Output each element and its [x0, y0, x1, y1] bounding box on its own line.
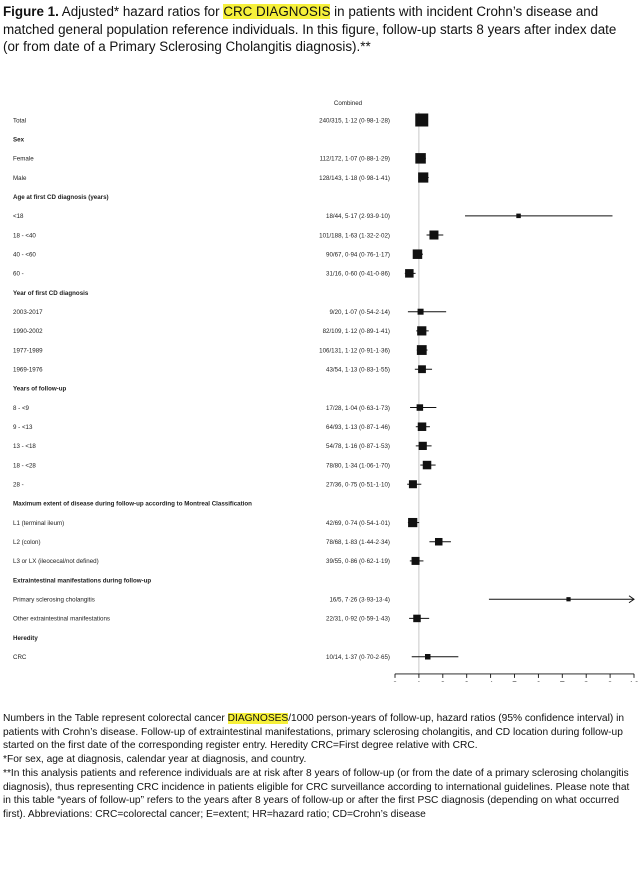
x-tick-label: 7: [560, 680, 565, 682]
footnote-para-2: *For sex, age at diagnosis, calendar yea…: [3, 754, 307, 766]
x-tick-label: 1: [416, 680, 421, 682]
footnote-text-1: Numbers in the Table represent colorecta…: [3, 713, 228, 724]
ci-overflow-arrow: [628, 595, 635, 604]
group-header: Maximum extent of disease during follow-…: [13, 501, 252, 508]
row-stat: 10/14, 1·37 (0·70-2·65): [326, 654, 390, 661]
footnote-para-1: Numbers in the Table represent colorecta…: [3, 712, 637, 753]
row-label: Female: [13, 156, 34, 163]
row-label: L2 (colon): [13, 539, 41, 546]
forest-plot: Combined Total 240/315, 1·12 (0·98-1·28) Se…: [13, 100, 640, 682]
hr-marker: [408, 517, 418, 528]
group-header: Heredity: [13, 635, 38, 642]
footnote-highlight: DIAGNOSES: [227, 713, 289, 724]
row-label: 2003-2017: [13, 309, 43, 316]
hr-marker: [429, 230, 439, 240]
row-label: 18 - <40: [13, 232, 36, 239]
x-tick-label: 5: [512, 680, 517, 682]
row-stat: 9/20, 1·07 (0·54-2·14): [329, 309, 390, 316]
group-header: Year of first CD diagnosis: [13, 290, 89, 297]
hr-marker: [418, 441, 427, 450]
hr-marker: [405, 269, 414, 278]
row-label: Other extraintestinal manifestations: [13, 616, 110, 623]
x-tick-label: 3: [464, 680, 469, 682]
caption-highlight: CRC DIAGNOSIS: [223, 4, 331, 19]
row-label: <18: [13, 213, 24, 220]
row-stat: 112/172, 1·07 (0·88-1·29): [320, 156, 390, 163]
x-tick-label: 9: [607, 680, 612, 682]
row-label: 1969-1976: [13, 367, 43, 374]
row-stat: 54/78, 1·16 (0·87-1·53): [326, 443, 390, 450]
row-label: Total: [13, 117, 26, 124]
x-tick-label: 10: [629, 680, 640, 682]
hr-marker: [418, 365, 426, 374]
group-header: Sex: [13, 136, 25, 143]
row-stat: 82/109, 1·12 (0·89-1·41): [323, 328, 390, 335]
row-label: 1977-1989: [13, 347, 43, 354]
x-tick-label: 2: [440, 680, 445, 682]
hr-marker: [413, 614, 421, 623]
hr-marker: [418, 172, 429, 183]
footnote-text-2: /1000 person-years of follow-up, hazard …: [3, 713, 625, 752]
row-stat: 18/44, 5·17 (2·93-9·10): [326, 213, 390, 220]
hr-marker: [417, 308, 424, 315]
caption-text-2: in patients with incident Crohn’s diseas…: [3, 4, 617, 54]
hr-marker: [415, 153, 426, 164]
row-label: Primary sclerosing cholangitis: [13, 597, 95, 604]
hr-marker: [566, 597, 571, 602]
row-label: Male: [13, 175, 27, 182]
figure-caption: Figure 1. Adjusted* hazard ratios for CR…: [3, 3, 635, 56]
figure-label: Figure 1.: [3, 4, 59, 19]
x-tick-label: 8: [584, 680, 589, 682]
hr-marker: [411, 556, 420, 565]
column-header: Combined: [334, 100, 363, 107]
row-stat: 39/55, 0·86 (0·62-1·19): [326, 558, 390, 565]
hr-marker: [434, 537, 443, 546]
hr-marker: [416, 404, 424, 411]
x-tick-label: 6: [536, 680, 541, 682]
row-stat: 17/28, 1·04 (0·63-1·73): [326, 405, 390, 412]
row-label: L1 (terminal ileum): [13, 520, 64, 527]
x-tick-label: 0: [392, 680, 397, 682]
row-stat: 22/31, 0·92 (0·59-1·43): [326, 616, 390, 623]
group-header: Extraintestinal manifestations during fo…: [13, 577, 151, 584]
row-label: 13 - <18: [13, 443, 36, 450]
row-stat: 16/5, 7·26 (3·93-13·4): [329, 597, 390, 604]
x-tick-label: 4: [488, 680, 493, 682]
row-stat: 78/68, 1·83 (1·44-2·34): [326, 539, 390, 546]
group-header: Years of follow-up: [13, 386, 67, 393]
hr-marker: [422, 460, 432, 470]
group-header: Age at first CD diagnosis (years): [13, 194, 109, 201]
hr-marker: [415, 113, 429, 127]
row-label: 28 -: [13, 482, 24, 489]
row-label: 8 - <9: [13, 405, 30, 412]
caption-text-1: Adjusted* hazard ratios for: [58, 4, 224, 19]
hr-marker: [412, 249, 423, 259]
row-stat: 106/131, 1·12 (0·91-1·36): [319, 347, 390, 354]
hr-marker: [417, 326, 427, 336]
row-label: 1990-2002: [13, 328, 43, 335]
row-stat: 27/36, 0·75 (0·51-1·10): [326, 482, 390, 489]
hr-marker: [516, 213, 521, 219]
row-stat: 42/69, 0·74 (0·54-1·01): [326, 520, 390, 527]
row-label: 18 - <28: [13, 462, 36, 469]
row-label: CRC: [13, 654, 27, 661]
row-label: 60 -: [13, 271, 24, 278]
row-stat: 101/188, 1·63 (1·32-2·02): [319, 232, 390, 239]
row-label: 9 - <13: [13, 424, 33, 431]
row-stat: 78/80, 1·34 (1·06-1·70): [326, 462, 390, 469]
footnote-para-3: **In this analysis patients and referenc…: [3, 767, 630, 820]
row-stat: 31/16, 0·60 (0·41-0·86): [326, 271, 390, 278]
hr-marker: [416, 345, 427, 355]
row-stat: 43/54, 1·13 (0·83-1·55): [326, 367, 390, 374]
footnote: Numbers in the Table represent colorecta…: [3, 712, 637, 822]
row-stat: 128/143, 1·18 (0·98-1·41): [319, 175, 390, 182]
row-label: 40 - <60: [13, 251, 36, 258]
row-stat: 64/93, 1·13 (0·87-1·46): [326, 424, 390, 431]
hr-marker: [424, 654, 431, 660]
hr-marker: [408, 480, 417, 489]
hr-marker: [417, 422, 427, 431]
row-label: L3 or LX (ileocecal/not defined): [13, 558, 99, 565]
row-stat: 240/315, 1·12 (0·98-1·28): [319, 117, 390, 124]
row-stat: 90/67, 0·94 (0·76-1·17): [326, 251, 390, 258]
